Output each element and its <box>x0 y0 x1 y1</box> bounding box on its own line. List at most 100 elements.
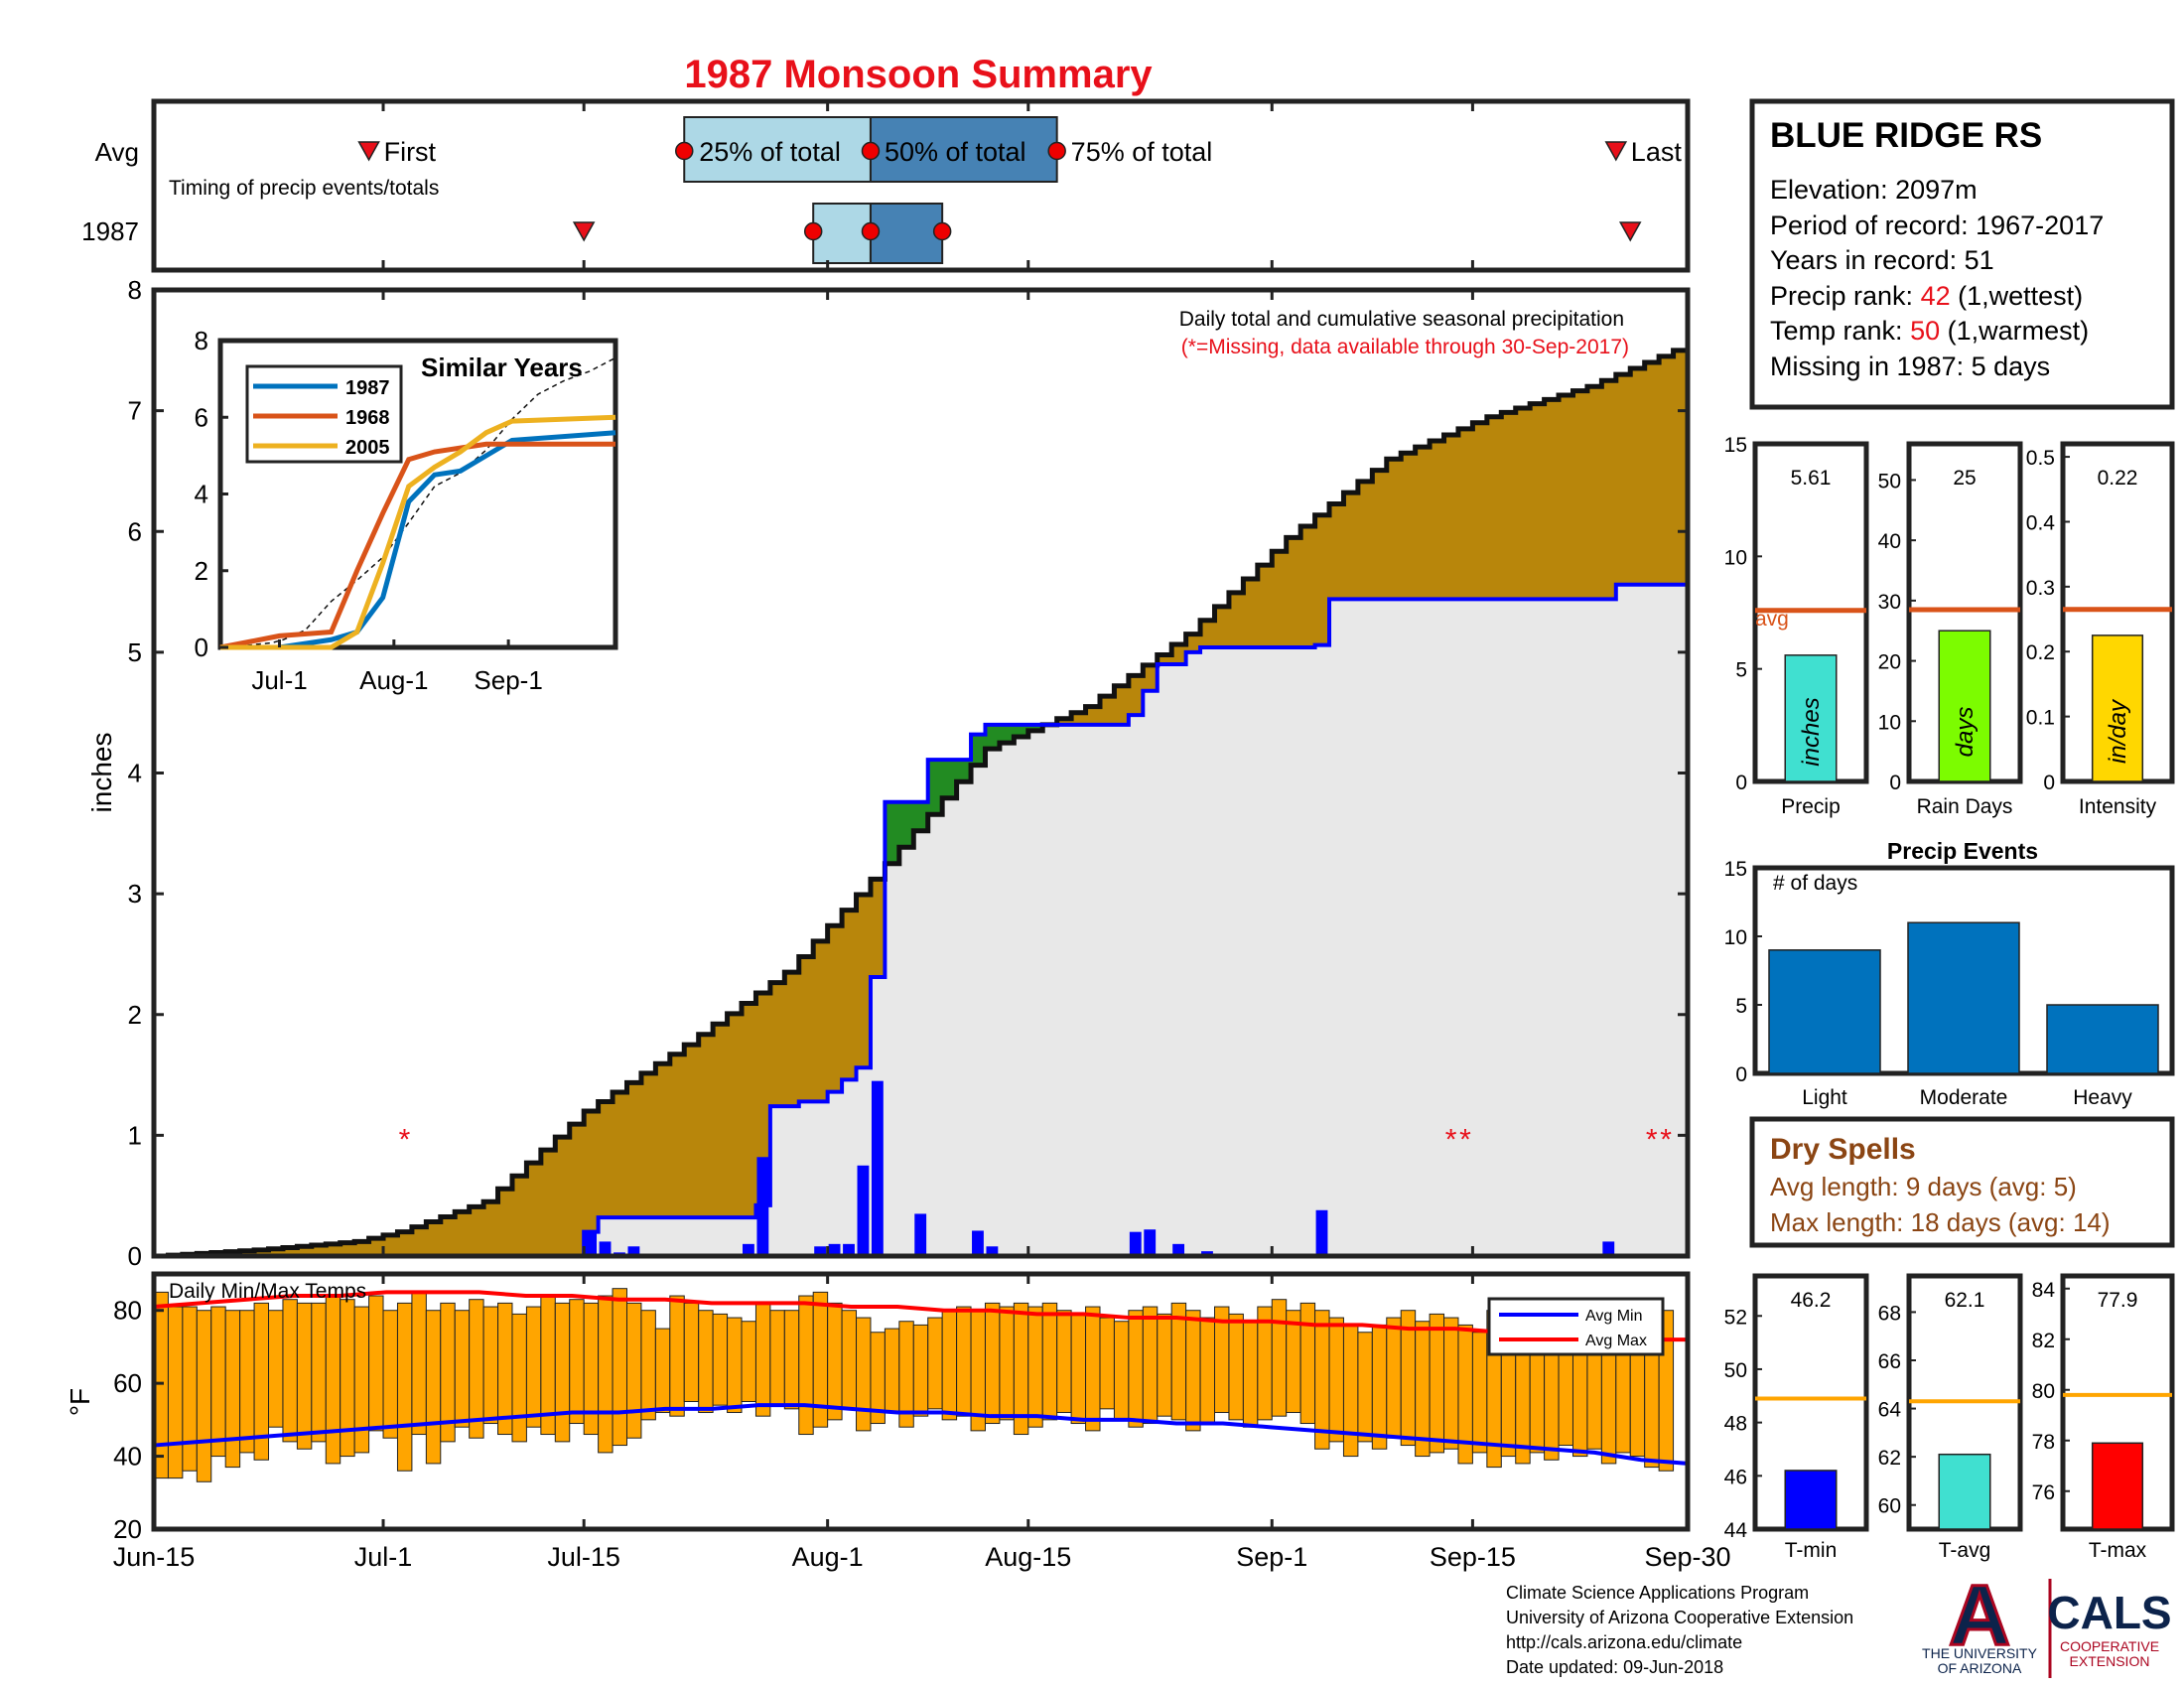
raindays-y-tick-label: 10 <box>1878 711 1901 734</box>
daily-temp-bar <box>1170 1302 1187 1421</box>
cals-logo: CALS COOPERATIVE EXTENSION <box>2047 1587 2171 1669</box>
ua-logo: A THE UNIVERSITY OF ARIZONA <box>1922 1567 2038 1677</box>
daily-temp-bar <box>1415 1321 1431 1458</box>
cals-logo-text: CALS <box>2047 1587 2171 1638</box>
inset-series-line <box>220 430 616 650</box>
main-y-tick-label: 6 <box>128 516 142 546</box>
year-last-marker <box>1618 221 1642 242</box>
tavg-y-tick-label: 66 <box>1878 1350 1901 1373</box>
avg-last-marker <box>1604 141 1628 162</box>
daily-temp-bar <box>1199 1317 1216 1425</box>
year-q75-marker <box>932 221 952 241</box>
tmin-y-tick-label: 50 <box>1724 1359 1747 1382</box>
temp-frame <box>151 1271 1691 1532</box>
daily-temp-bar <box>1070 1313 1087 1425</box>
timing-row-year-label: 1987 <box>81 216 139 246</box>
daily-temp-bar <box>912 1324 929 1417</box>
cals-logo-line2: EXTENSION <box>2070 1653 2150 1669</box>
events-category-label: Heavy <box>2073 1086 2132 1109</box>
daily-temp-bar <box>583 1302 600 1436</box>
x-tick-label: Aug-15 <box>985 1542 1071 1572</box>
main-y-ticks: 0 1 2 3 4 5 6 7 8 <box>128 275 1688 1271</box>
events-category-label: Light <box>1802 1086 1847 1109</box>
raindays-y-tick-label: 50 <box>1878 470 1901 492</box>
daily-temp-bar <box>1056 1310 1072 1414</box>
daily-temp-bar <box>182 1306 198 1472</box>
footer-line1: Climate Science Applications Program <box>1506 1583 1809 1603</box>
daily-temp-bar <box>841 1310 858 1410</box>
daily-temp-bar <box>1429 1313 1445 1454</box>
daily-temp-bar <box>640 1310 656 1421</box>
daily-temp-bar <box>698 1310 714 1414</box>
events-y-tick-label: 10 <box>1724 926 1747 949</box>
daily-temp-bar <box>1471 1332 1488 1454</box>
inset-y-tick-label: 0 <box>195 633 208 662</box>
daily-precip-bar <box>1129 1231 1142 1256</box>
avg-max-line <box>153 1290 1688 1342</box>
daily-temp-bar <box>1257 1306 1273 1421</box>
daily-temp-bar <box>497 1302 513 1436</box>
daily-temp-bar <box>984 1302 1001 1425</box>
tmax-y-tick-label: 76 <box>2032 1481 2055 1504</box>
precip-y-tick-label: 15 <box>1724 434 1747 457</box>
last-label: Last <box>1631 137 1683 167</box>
intensity-y-tick-label: 0.2 <box>2026 641 2055 664</box>
year-q50-marker <box>861 221 881 241</box>
avg-q50-marker <box>861 141 881 161</box>
daily-temp-bar <box>1027 1306 1043 1428</box>
daily-temp-bar <box>482 1306 499 1425</box>
tmin-value-label: 46.2 <box>1791 1289 1832 1312</box>
station-info-box: BLUE RIDGE RS Elevation: 2097m Period of… <box>1749 98 2175 410</box>
precip-events-chart: Precip Events # of days 0 5 10 15 Light Moder… <box>1724 838 2175 1109</box>
daily-temp-bar <box>469 1299 484 1439</box>
precip-y-tick-label: 5 <box>1735 659 1747 682</box>
intensity-axis-label: Intensity <box>2079 795 2157 818</box>
daily-temp-bar <box>769 1310 785 1406</box>
daily-precip-bar <box>756 1157 769 1256</box>
daily-temp-bar <box>525 1306 542 1428</box>
temp-caption: Daily Min/Max Temps <box>169 1280 366 1303</box>
first-label: First <box>384 137 437 167</box>
tavg-axis-label: T-avg <box>1939 1539 1991 1562</box>
tavg-bar <box>1938 1453 1991 1530</box>
timing-marks: First 25% of total 50% of total 75% of tota… <box>357 101 1683 270</box>
daily-temp-bar <box>1228 1313 1244 1421</box>
raindays-unit-label: days <box>1952 707 1979 758</box>
daily-temp-bar <box>425 1310 442 1465</box>
raindays-axis-label: Rain Days <box>1917 795 2013 818</box>
avg-first-marker <box>357 141 380 162</box>
missing-day-marker: * <box>1646 1123 1658 1156</box>
ua-logo-letter: A <box>1949 1568 2010 1663</box>
inset-legend-label: 2005 <box>345 437 390 459</box>
events-y-tick-label: 5 <box>1735 995 1747 1018</box>
daily-temp-bar <box>1286 1310 1301 1414</box>
missing-day-marker: * <box>399 1123 411 1156</box>
events-ylabel: # of days <box>1773 872 1857 895</box>
main-y-tick-label: 8 <box>128 275 142 305</box>
timing-frame <box>151 98 1691 273</box>
daily-precip-bar <box>1144 1229 1157 1256</box>
precip-value-label: 5.61 <box>1791 467 1832 490</box>
daily-temp-bar <box>727 1317 743 1414</box>
raindays-y-tick-label: 30 <box>1878 591 1901 614</box>
intensity-y-tick-label: 0.5 <box>2026 447 2055 470</box>
inset-title: Similar Years <box>421 352 583 382</box>
inset-legend-label: 1987 <box>345 377 390 399</box>
footer-line3: http://cals.arizona.edu/climate <box>1506 1632 1742 1652</box>
precip-axis-label: Precip <box>1781 795 1841 818</box>
daily-temp-bar <box>625 1302 642 1439</box>
main-ylabel: inches <box>86 733 117 813</box>
raindays-y-tick-label: 20 <box>1878 651 1901 674</box>
daily-temp-bar <box>454 1310 471 1428</box>
tmax-bar <box>2091 1442 2144 1530</box>
daily-precip-bar <box>972 1230 984 1256</box>
inset-y-tick-label: 2 <box>195 556 208 586</box>
temp-legend: Avg Min Avg Max <box>1487 1297 1665 1356</box>
cals-logo-line1: COOPERATIVE <box>2060 1638 2159 1654</box>
tmin-axis-label: T-min <box>1785 1539 1838 1562</box>
daily-temp-bar <box>340 1299 355 1458</box>
tmax-y-tick-label: 80 <box>2032 1380 2055 1403</box>
missing-day-marker: * <box>1445 1123 1457 1156</box>
daily-temp-bar <box>411 1291 427 1436</box>
avg-q25-q50-box <box>683 116 872 183</box>
